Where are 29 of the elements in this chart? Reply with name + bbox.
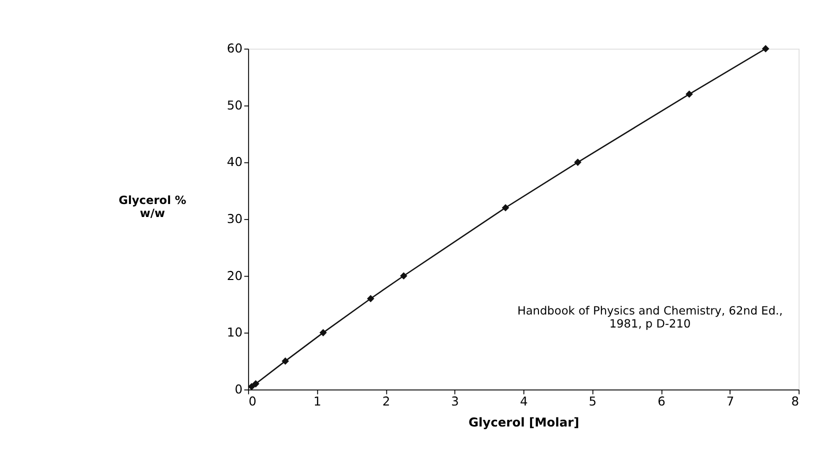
x-tick-label: 1	[314, 394, 322, 409]
point	[686, 90, 693, 98]
point	[502, 204, 510, 212]
x-tick-label: 3	[451, 394, 459, 409]
point	[762, 45, 770, 52]
point	[252, 380, 260, 388]
x-tick-label: 2	[382, 394, 390, 409]
annotation: Handbook of Physics and Chemistry, 62nd Ed., 1981, p D-210	[517, 304, 783, 331]
point	[248, 382, 256, 390]
y-tick-label: 20	[226, 268, 242, 283]
x-axis-title: Glycerol [Molar]	[468, 416, 580, 430]
y-tick-label: 60	[226, 42, 242, 56]
x-tick-label: 4	[520, 394, 528, 409]
y-tick-label: 50	[226, 98, 242, 112]
point	[400, 272, 408, 280]
x-tick-label: 8	[791, 394, 800, 409]
point	[320, 329, 327, 336]
y-tick-label: 30	[226, 212, 242, 226]
x-tick-label: 6	[658, 394, 666, 409]
x-tick-label: 0	[248, 394, 256, 409]
point	[574, 158, 582, 166]
point	[366, 294, 374, 302]
x-tick-label: 7	[726, 394, 734, 409]
y-axis-title: Glycerol % w/w	[118, 192, 186, 220]
y-tick-label: 40	[226, 155, 242, 170]
point	[282, 357, 289, 365]
y-tick-label: 10	[226, 326, 242, 340]
y-tick-label: 0	[234, 382, 242, 396]
x-tick-label: 5	[588, 394, 597, 409]
